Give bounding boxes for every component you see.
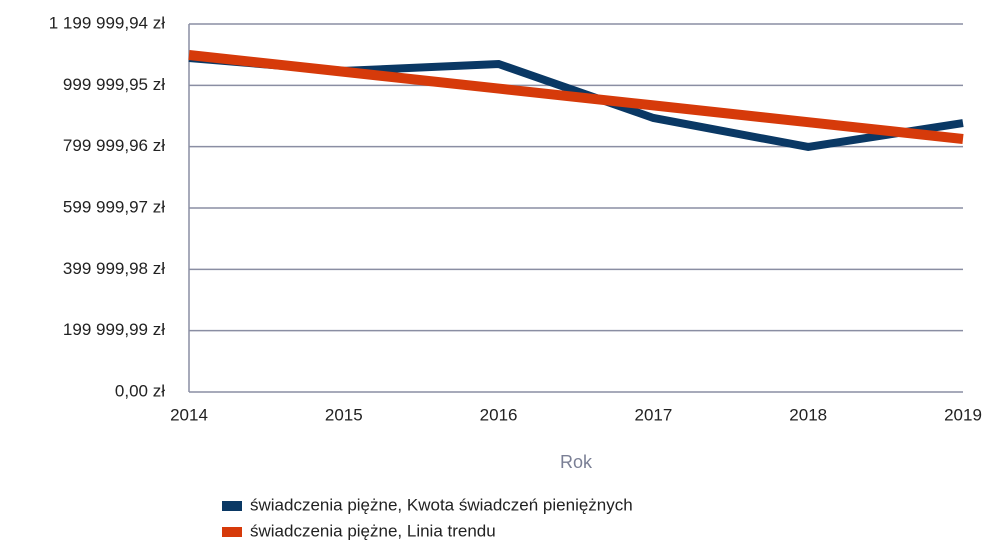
x-tick-label: 2018 <box>789 405 827 424</box>
y-tick-label: 199 999,99 zł <box>63 320 165 339</box>
x-tick-label: 2017 <box>634 405 672 424</box>
y-tick-label: 999 999,95 zł <box>63 75 165 94</box>
legend-label: świadczenia piężne, Linia trendu <box>250 521 496 540</box>
y-tick-label: 1 199 999,94 zł <box>49 13 165 32</box>
y-tick-label: 0,00 zł <box>115 381 165 400</box>
legend-label: świadczenia piężne, Kwota świadczeń pien… <box>250 495 633 514</box>
x-tick-label: 2016 <box>480 405 518 424</box>
y-tick-label: 599 999,97 zł <box>63 197 165 216</box>
legend-swatch <box>222 501 242 511</box>
legend-swatch <box>222 527 242 537</box>
x-tick-label: 2019 <box>944 405 982 424</box>
x-tick-label: 2015 <box>325 405 363 424</box>
x-tick-label: 2014 <box>170 405 208 424</box>
series-line <box>188 50 964 144</box>
y-tick-label: 799 999,96 zł <box>63 136 165 155</box>
y-tick-label: 399 999,98 zł <box>63 259 165 278</box>
x-axis-label: Rok <box>560 452 593 472</box>
